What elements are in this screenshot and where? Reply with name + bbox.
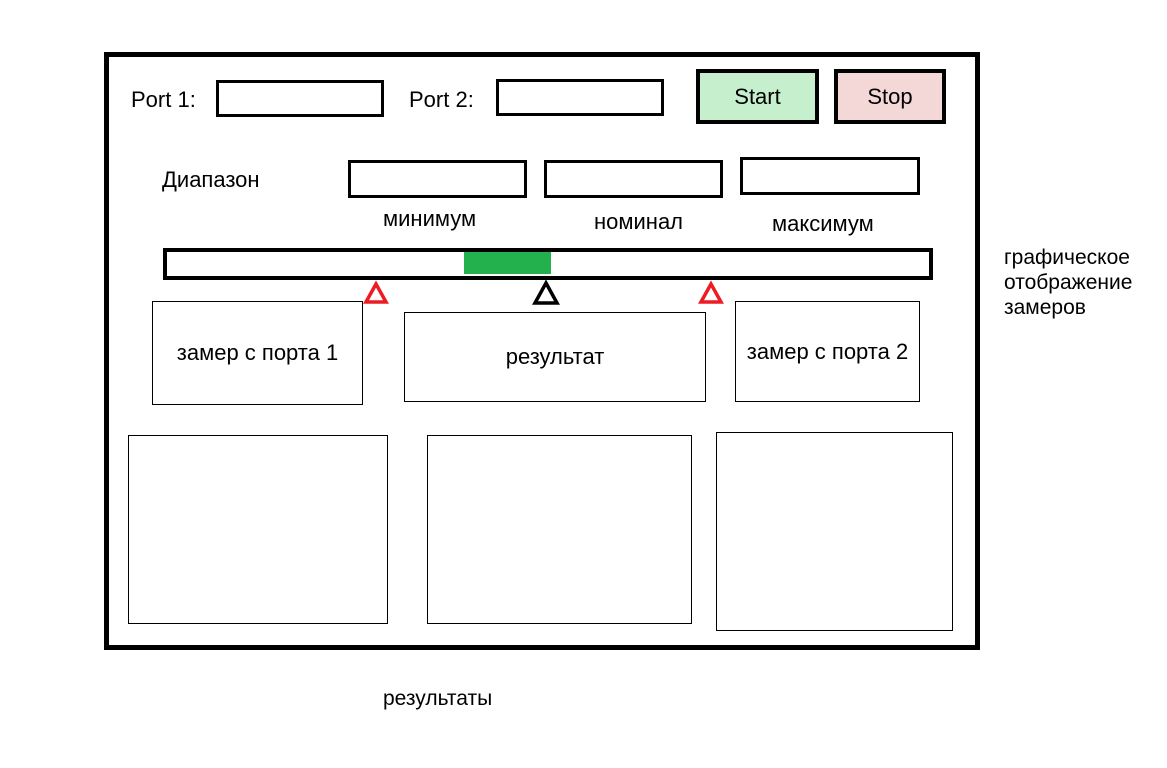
port1-measurement-box: замер с порта 1 bbox=[152, 301, 363, 405]
range-min-caption: минимум bbox=[383, 206, 477, 231]
stop-button[interactable]: Stop bbox=[834, 69, 946, 124]
port2-measurement-box: замер с порта 2 bbox=[735, 301, 920, 402]
results-note: результаты bbox=[383, 687, 493, 710]
port2-input[interactable] bbox=[496, 79, 664, 116]
range-nominal-caption: номинал bbox=[594, 209, 684, 234]
range-nominal-input[interactable] bbox=[544, 160, 723, 198]
start-button[interactable]: Start bbox=[696, 69, 819, 124]
range-label: Диапазон bbox=[162, 167, 260, 192]
range-max-input[interactable] bbox=[740, 157, 920, 195]
graphic-note-line2: отображение bbox=[1004, 271, 1133, 294]
results-panel-result bbox=[427, 435, 692, 624]
results-panel-port2 bbox=[716, 432, 953, 631]
range-min-input[interactable] bbox=[348, 160, 527, 198]
measurement-gauge bbox=[163, 248, 933, 280]
gauge-fill bbox=[464, 252, 551, 274]
port2-measurement-label: замер с порта 2 bbox=[746, 338, 909, 364]
max-limit-marker-icon bbox=[698, 280, 724, 304]
port1-input[interactable] bbox=[216, 80, 384, 117]
graphic-note-line3: замеров bbox=[1004, 296, 1086, 319]
main-window-frame bbox=[104, 52, 980, 650]
result-box: результат bbox=[404, 312, 706, 402]
graphic-display-note: графическое отображение замеров bbox=[1004, 245, 1132, 320]
graphic-note-line1: графическое bbox=[1004, 246, 1130, 269]
result-label: результат bbox=[505, 344, 605, 369]
stop-button-label: Stop bbox=[867, 83, 913, 109]
range-max-caption: максимум bbox=[772, 211, 874, 236]
nominal-marker-icon bbox=[532, 279, 560, 305]
min-limit-marker-icon bbox=[363, 280, 389, 304]
port2-label: Port 2: bbox=[409, 87, 474, 112]
port1-measurement-label: замер с порта 1 bbox=[176, 340, 339, 365]
results-panel-port1 bbox=[128, 435, 388, 624]
port1-label: Port 1: bbox=[131, 87, 196, 112]
start-button-label: Start bbox=[734, 83, 781, 109]
